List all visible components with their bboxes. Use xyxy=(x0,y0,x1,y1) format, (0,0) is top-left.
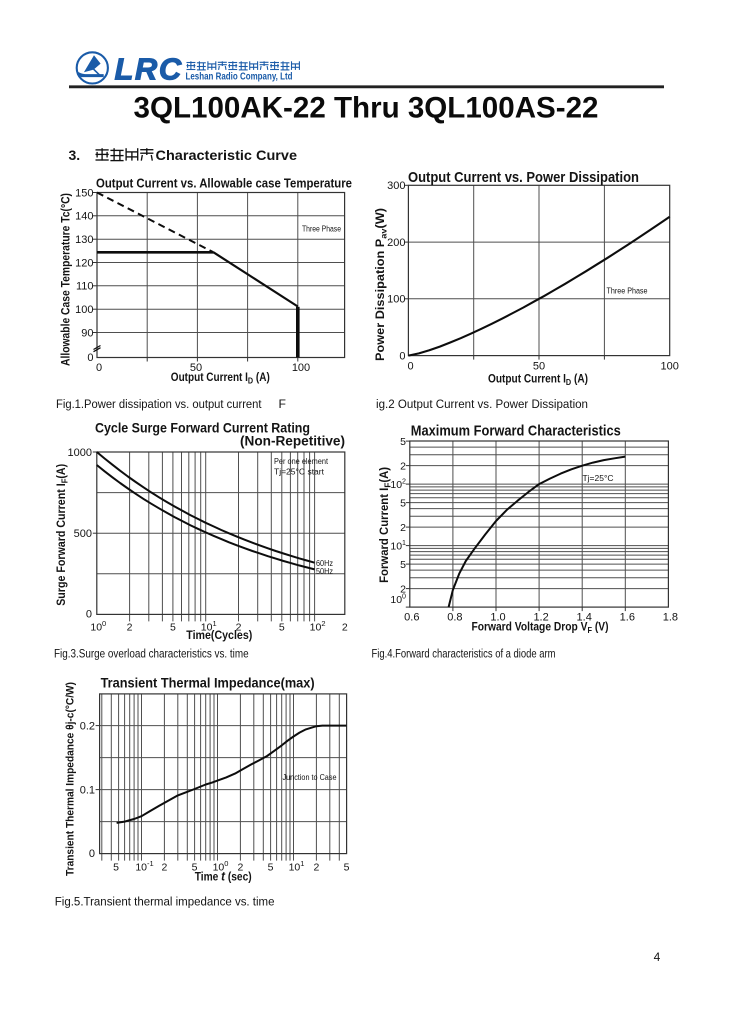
svg-text:0: 0 xyxy=(86,609,92,621)
svg-text:2: 2 xyxy=(342,622,348,634)
svg-text:5: 5 xyxy=(268,862,274,874)
svg-text:200: 200 xyxy=(387,237,405,249)
svg-text:Surge Forward Current IF(A): Surge Forward Current IF(A) xyxy=(54,464,70,606)
svg-text:Output Current ID (A): Output Current ID (A) xyxy=(488,374,588,388)
svg-text:3.: 3. xyxy=(69,147,81,163)
svg-text:5: 5 xyxy=(400,497,406,509)
svg-text:1.0: 1.0 xyxy=(490,612,505,624)
svg-text:Transient Thermal Impedance θj: Transient Thermal Impedance θj-c(°C/W) xyxy=(65,682,77,876)
svg-text:50: 50 xyxy=(190,362,202,374)
svg-text:102: 102 xyxy=(390,477,406,491)
svg-text:Fig.1.Power dissipation vs. ou: Fig.1.Power dissipation vs. output curre… xyxy=(56,397,262,411)
svg-text:5: 5 xyxy=(400,559,406,571)
svg-text:Fig.5.Transient thermal impeda: Fig.5.Transient thermal impedance vs. ti… xyxy=(55,895,275,909)
svg-text:Forward Current IF(A): Forward Current IF(A) xyxy=(377,467,393,583)
svg-text:Output Current vs. Allowable c: Output Current vs. Allowable case Temper… xyxy=(96,177,352,191)
svg-text:0: 0 xyxy=(399,350,405,362)
svg-text:3QL100AK-22 Thru 3QL100AS-22: 3QL100AK-22 Thru 3QL100AS-22 xyxy=(134,92,599,125)
svg-text:F: F xyxy=(279,397,286,411)
svg-text:Tj=25°C: Tj=25°C xyxy=(582,473,613,483)
svg-text:5: 5 xyxy=(344,862,350,874)
svg-text:100: 100 xyxy=(661,361,679,373)
svg-text:300: 300 xyxy=(387,180,405,192)
svg-text:Fig.4.Forward characteristics: Fig.4.Forward characteristics of a diode… xyxy=(372,647,556,661)
svg-text:2: 2 xyxy=(400,522,406,534)
svg-text:2: 2 xyxy=(400,460,406,472)
svg-text:100: 100 xyxy=(390,593,406,607)
svg-text:60Hz: 60Hz xyxy=(316,559,333,568)
svg-text:0: 0 xyxy=(407,361,413,373)
svg-text:100: 100 xyxy=(90,619,106,634)
svg-text:110: 110 xyxy=(76,281,94,293)
svg-text:LRC: LRC xyxy=(115,52,183,87)
svg-text:5: 5 xyxy=(279,622,285,634)
svg-text:Power Dissipation Pav(W): Power Dissipation Pav(W) xyxy=(373,208,389,361)
svg-text:Transient Thermal Impedance(ma: Transient Thermal Impedance(max) xyxy=(101,676,315,691)
svg-text:50Hz: 50Hz xyxy=(316,567,333,576)
svg-text:2: 2 xyxy=(400,583,406,595)
svg-text:101: 101 xyxy=(390,539,406,553)
svg-text:150: 150 xyxy=(75,187,93,199)
svg-text:50: 50 xyxy=(533,361,545,373)
svg-text:ig.2 Output Current vs. Power: ig.2 Output Current vs. Power Dissipatio… xyxy=(376,397,588,411)
svg-text:Time(Cycles): Time(Cycles) xyxy=(186,630,252,642)
svg-text:120: 120 xyxy=(75,257,93,269)
svg-text:90: 90 xyxy=(81,327,93,339)
svg-text:0: 0 xyxy=(89,848,95,860)
svg-text:1.8: 1.8 xyxy=(663,612,678,624)
svg-text:2: 2 xyxy=(237,862,243,874)
svg-text:0.1: 0.1 xyxy=(80,784,95,796)
svg-text:5: 5 xyxy=(192,862,198,874)
svg-text:Junction to Case: Junction to Case xyxy=(283,773,337,782)
svg-text:Output Current ID (A): Output Current ID (A) xyxy=(171,372,270,386)
svg-text:Forward Voltage Drop VF (V): Forward Voltage Drop VF (V) xyxy=(472,622,609,636)
svg-text:2: 2 xyxy=(127,622,133,634)
svg-text:5: 5 xyxy=(170,622,176,634)
svg-text:0.2: 0.2 xyxy=(80,720,95,732)
svg-text:10-1: 10-1 xyxy=(135,859,153,874)
svg-text:Output Current vs. Power Dissi: Output Current vs. Power Dissipation xyxy=(408,170,639,186)
svg-text:0: 0 xyxy=(96,362,102,374)
svg-text:2: 2 xyxy=(236,622,242,634)
svg-text:0.8: 0.8 xyxy=(447,612,462,624)
svg-text:Cycle Surge Forward Current Ra: Cycle Surge Forward Current Rating xyxy=(95,421,310,436)
svg-text:Characteristic Curve: Characteristic Curve xyxy=(156,147,298,163)
svg-text:100: 100 xyxy=(387,294,405,306)
svg-text:Three Phase: Three Phase xyxy=(607,287,648,296)
svg-text:0.6: 0.6 xyxy=(404,612,419,624)
svg-text:Per one element: Per one element xyxy=(274,457,329,466)
svg-text:Tj=25°C start: Tj=25°C start xyxy=(274,468,325,477)
svg-text:100: 100 xyxy=(75,304,93,316)
svg-text:2: 2 xyxy=(161,862,167,874)
svg-text:Time t (sec): Time t (sec) xyxy=(195,869,252,884)
svg-text:101: 101 xyxy=(289,859,305,874)
svg-text:5: 5 xyxy=(400,436,406,448)
svg-text:102: 102 xyxy=(310,619,326,634)
svg-text:1000: 1000 xyxy=(68,447,92,459)
svg-text:Fig.3.Surge overload character: Fig.3.Surge overload characteristics vs.… xyxy=(54,647,249,661)
svg-text:1.2: 1.2 xyxy=(533,612,548,624)
svg-text:140: 140 xyxy=(75,211,93,223)
svg-text:Three Phase: Three Phase xyxy=(302,225,341,234)
svg-text:Allowable Case Temperature Tc(: Allowable Case Temperature Tc(°C) xyxy=(60,193,73,366)
svg-text:100: 100 xyxy=(292,362,310,374)
svg-text:5: 5 xyxy=(113,862,119,874)
svg-text:500: 500 xyxy=(74,528,92,540)
svg-text:0: 0 xyxy=(87,352,93,364)
svg-text:2: 2 xyxy=(313,862,319,874)
svg-text:130: 130 xyxy=(75,234,93,246)
svg-text:1.4: 1.4 xyxy=(577,612,592,624)
svg-text:1.6: 1.6 xyxy=(620,612,635,624)
svg-text:Leshan Radio Company, Ltd: Leshan Radio Company, Ltd xyxy=(186,70,293,82)
svg-text:(Non-Repetitive): (Non-Repetitive) xyxy=(240,434,345,449)
svg-text:4: 4 xyxy=(654,950,661,964)
svg-text:Maximum Forward Characteristic: Maximum Forward Characteristics xyxy=(411,424,621,440)
